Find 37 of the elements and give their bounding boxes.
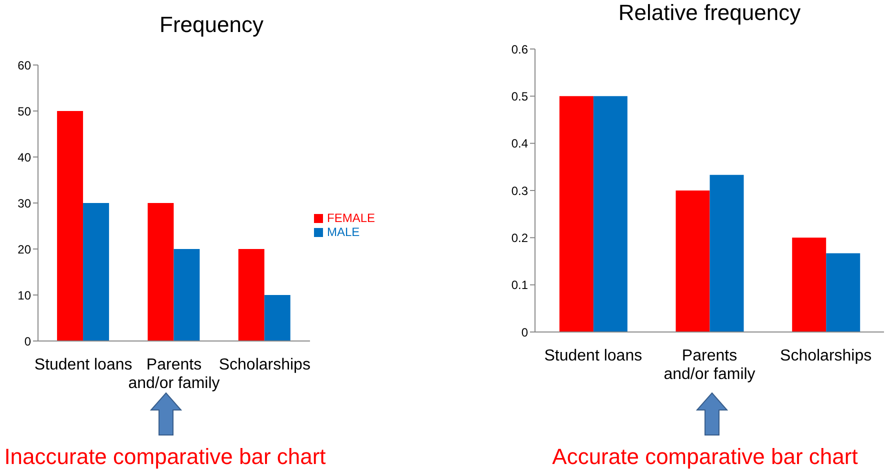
chart-title: Relative frequency: [617, 0, 802, 26]
bar: [826, 253, 860, 332]
y-tick-label: 30: [18, 196, 32, 210]
legend-label: MALE: [326, 225, 360, 239]
legend-label: FEMALE: [326, 211, 375, 225]
text: Inaccurate comparative bar chart: [3, 444, 327, 470]
bar: [676, 190, 710, 332]
bar: [559, 96, 594, 332]
bar: [83, 203, 110, 341]
y-tick-label: 40: [18, 150, 32, 164]
y-tick-label: 10: [18, 288, 32, 302]
bar: [264, 295, 290, 341]
y-tick-label: 0.6: [511, 42, 528, 56]
x-tick-label: Student loans: [544, 347, 642, 364]
y-tick-label: 50: [18, 104, 32, 118]
y-tick-label: 0.4: [511, 136, 528, 151]
bar: [148, 203, 174, 341]
bar: [174, 249, 200, 341]
x-tick-label: Student loans: [34, 356, 132, 374]
y-tick-label: 60: [18, 58, 32, 72]
x-tick-label: Scholarships: [780, 347, 872, 364]
bar: [792, 238, 826, 332]
y-tick-label: 20: [18, 242, 32, 256]
x-tick-label: Parents and/or family: [664, 347, 756, 383]
y-tick-label: 0.3: [511, 184, 528, 198]
chart-title: Frequency: [158, 12, 264, 38]
y-tick-label: 0.1: [511, 278, 528, 292]
text: Accurate comparative bar chart: [551, 444, 859, 470]
bar: [57, 111, 84, 341]
x-tick-label: Scholarships: [218, 356, 310, 374]
y-tick-label: 0: [521, 325, 528, 340]
y-tick-label: 0: [24, 334, 32, 348]
bar: [593, 96, 628, 332]
y-tick-label: 0.2: [511, 230, 528, 245]
y-tick-label: 0.5: [511, 89, 528, 104]
bar: [710, 174, 744, 332]
bar: [238, 249, 264, 341]
